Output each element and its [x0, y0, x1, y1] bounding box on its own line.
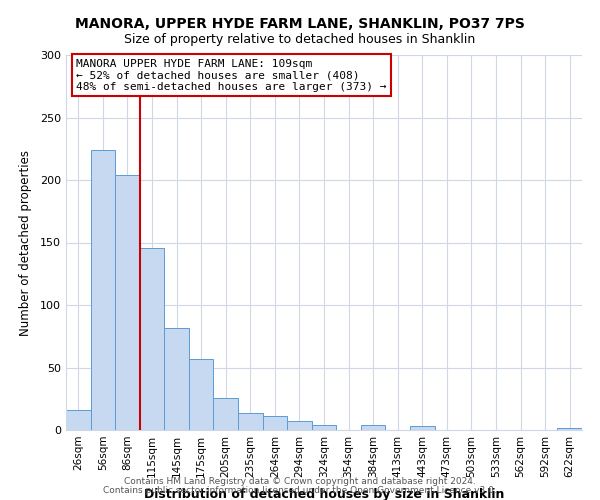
Bar [66, 410, 91, 430]
Bar [557, 428, 582, 430]
Text: Contains HM Land Registry data © Crown copyright and database right 2024.: Contains HM Land Registry data © Crown c… [124, 477, 476, 486]
Bar [238, 412, 263, 430]
Text: Size of property relative to detached houses in Shanklin: Size of property relative to detached ho… [124, 32, 476, 46]
Bar [140, 248, 164, 430]
Bar [189, 359, 214, 430]
Text: MANORA UPPER HYDE FARM LANE: 109sqm
← 52% of detached houses are smaller (408)
4: MANORA UPPER HYDE FARM LANE: 109sqm ← 52… [76, 58, 387, 92]
Bar [287, 421, 312, 430]
Bar [361, 425, 385, 430]
Bar [312, 425, 336, 430]
Bar [263, 416, 287, 430]
Bar [410, 426, 434, 430]
Text: Contains public sector information licensed under the Open Government Licence v3: Contains public sector information licen… [103, 486, 497, 495]
Bar [164, 328, 189, 430]
Y-axis label: Number of detached properties: Number of detached properties [19, 150, 32, 336]
Bar [115, 175, 140, 430]
Text: MANORA, UPPER HYDE FARM LANE, SHANKLIN, PO37 7PS: MANORA, UPPER HYDE FARM LANE, SHANKLIN, … [75, 18, 525, 32]
X-axis label: Distribution of detached houses by size in Shanklin: Distribution of detached houses by size … [144, 488, 504, 500]
Bar [91, 150, 115, 430]
Bar [214, 398, 238, 430]
